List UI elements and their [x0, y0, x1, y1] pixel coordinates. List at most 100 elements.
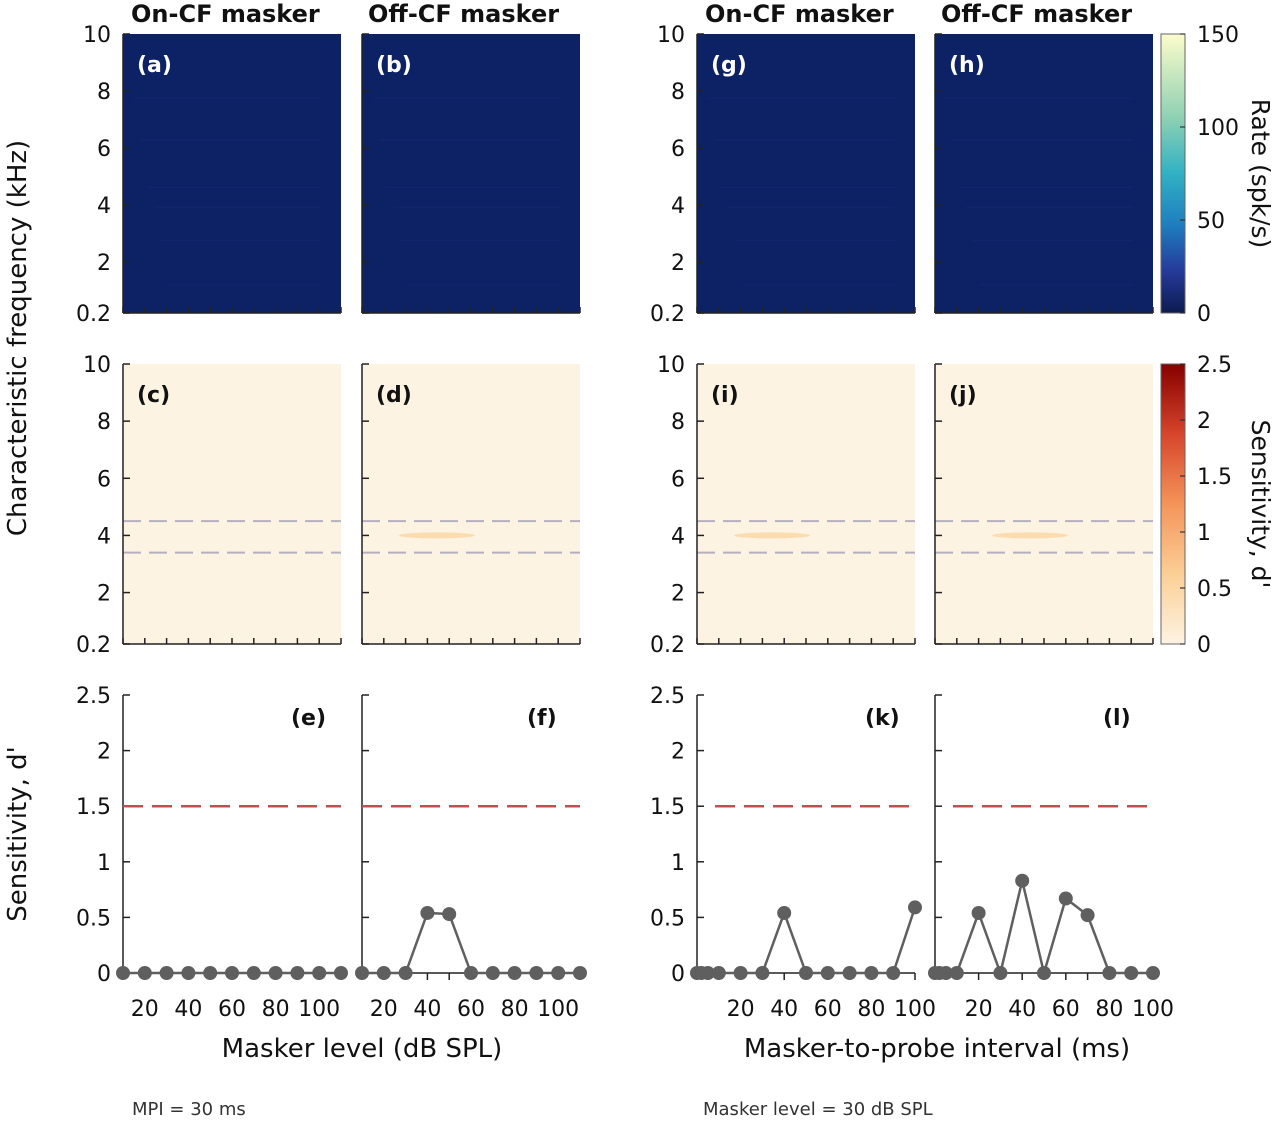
panel-label-f: (f): [527, 706, 557, 731]
colorbar-tick-label: 0: [1197, 302, 1211, 327]
x-tick-label: 60: [814, 997, 842, 1022]
data-point: [442, 907, 457, 922]
data-point: [137, 966, 152, 980]
data-point: [1146, 966, 1160, 980]
data-point: [777, 905, 792, 920]
colorbar-tick-label: 50: [1197, 209, 1225, 234]
colorbar-tick-label: 2.5: [1197, 353, 1232, 378]
y-tick-label: 4: [97, 524, 111, 549]
data-point: [1058, 891, 1073, 906]
data-point: [1080, 908, 1095, 923]
colorbar-rate-label: Rate (spk/s): [1246, 99, 1275, 249]
colorbar-tick-label: 100: [1197, 116, 1239, 141]
y-tick-label: 0.5: [76, 906, 111, 931]
y-tick-label: 8: [671, 80, 685, 105]
y-tick-label: 1.5: [76, 795, 111, 820]
data-line-f: [362, 911, 580, 975]
x-axis-label-masker-level: Masker level (dB SPL): [222, 1034, 503, 1064]
y-tick-label: 1: [97, 851, 111, 876]
x-tick-label: 60: [457, 997, 485, 1022]
y-tick-label: 0.5: [650, 906, 685, 931]
data-point: [755, 966, 770, 980]
data-point: [842, 966, 857, 980]
y-tick-label: 6: [671, 137, 685, 162]
data-point: [799, 966, 813, 980]
column-title-a: On-CF masker: [131, 0, 320, 28]
data-point: [971, 905, 986, 920]
data-point: [864, 966, 879, 980]
data-point: [376, 966, 391, 980]
data-point: [225, 966, 239, 980]
data-point: [398, 966, 413, 980]
y-tick-label: 1: [671, 851, 685, 876]
y-tick-label: 4: [671, 524, 685, 549]
y-tick-label: 2.5: [650, 684, 685, 709]
colorbar-sensitivity: [1160, 363, 1186, 645]
data-point: [246, 966, 261, 980]
column-title-g: On-CF masker: [705, 0, 894, 28]
mpi-note: MPI = 30 ms: [132, 1099, 246, 1120]
data-point: [551, 966, 566, 980]
colorbar-tick-label: 0: [1197, 633, 1211, 658]
y-tick-label: 0.2: [76, 633, 111, 658]
data-point: [290, 966, 305, 980]
x-tick-label: 40: [770, 997, 798, 1022]
y-tick-label: 10: [657, 353, 685, 378]
data-point: [420, 905, 435, 920]
data-point: [507, 966, 522, 980]
panel-label-a: (a): [137, 53, 172, 78]
y-tick-label: 8: [671, 410, 685, 435]
y-axis-label-sensitivity: Sensitivity, d': [3, 746, 33, 922]
panel-label-g: (g): [711, 53, 747, 78]
y-tick-label: 2: [671, 740, 685, 765]
x-tick-label: 80: [262, 997, 290, 1022]
data-point: [820, 966, 835, 980]
heatmap-b: [362, 34, 580, 313]
panel-label-e: (e): [291, 706, 326, 731]
panel-label-d: (d): [376, 383, 412, 408]
data-point: [485, 966, 500, 980]
y-tick-label: 6: [671, 467, 685, 492]
y-tick-label: 0: [671, 962, 685, 987]
colorbar-sensitivity-label: Sensitivity, d': [1246, 420, 1275, 589]
colorbar-tick-label: 150: [1197, 23, 1239, 48]
x-axis-label-mpi: Masker-to-probe interval (ms): [744, 1034, 1130, 1064]
x-tick-label: 20: [131, 997, 159, 1022]
y-tick-label: 8: [97, 80, 111, 105]
data-point: [116, 966, 130, 980]
y-tick-label: 8: [97, 410, 111, 435]
data-point: [711, 966, 726, 980]
data-point: [529, 966, 544, 980]
colorbar-tick-label: 1.5: [1197, 465, 1232, 490]
y-tick-label: 2: [671, 251, 685, 276]
x-tick-label: 60: [1052, 997, 1080, 1022]
data-point: [949, 966, 964, 980]
y-tick-label: 10: [657, 23, 685, 48]
column-title-b: Off-CF masker: [368, 0, 559, 28]
y-tick-label: 0.2: [650, 302, 685, 327]
data-point: [159, 966, 174, 980]
colorbar-tick-label: 0.5: [1197, 577, 1232, 602]
x-tick-label: 20: [727, 997, 755, 1022]
x-tick-label: 20: [370, 997, 398, 1022]
data-point: [355, 966, 369, 980]
masker-level-note: Masker level = 30 dB SPL: [703, 1099, 933, 1120]
x-tick-label: 40: [1008, 997, 1036, 1022]
y-tick-label: 0.2: [650, 633, 685, 658]
x-tick-label: 100: [894, 997, 936, 1022]
data-point: [573, 966, 587, 980]
data-point: [938, 966, 953, 980]
data-point: [700, 966, 715, 980]
data-point: [886, 966, 901, 980]
data-point: [312, 966, 327, 980]
y-tick-label: 2: [97, 582, 111, 607]
y-tick-label: 4: [97, 194, 111, 219]
colorbar-tick-label: 2: [1197, 409, 1211, 434]
panel-label-h: (h): [949, 53, 985, 78]
data-point: [993, 966, 1008, 980]
data-point: [268, 966, 283, 980]
sensitivity-patch: [399, 532, 475, 539]
x-tick-label: 60: [218, 997, 246, 1022]
y-tick-label: 2: [97, 251, 111, 276]
